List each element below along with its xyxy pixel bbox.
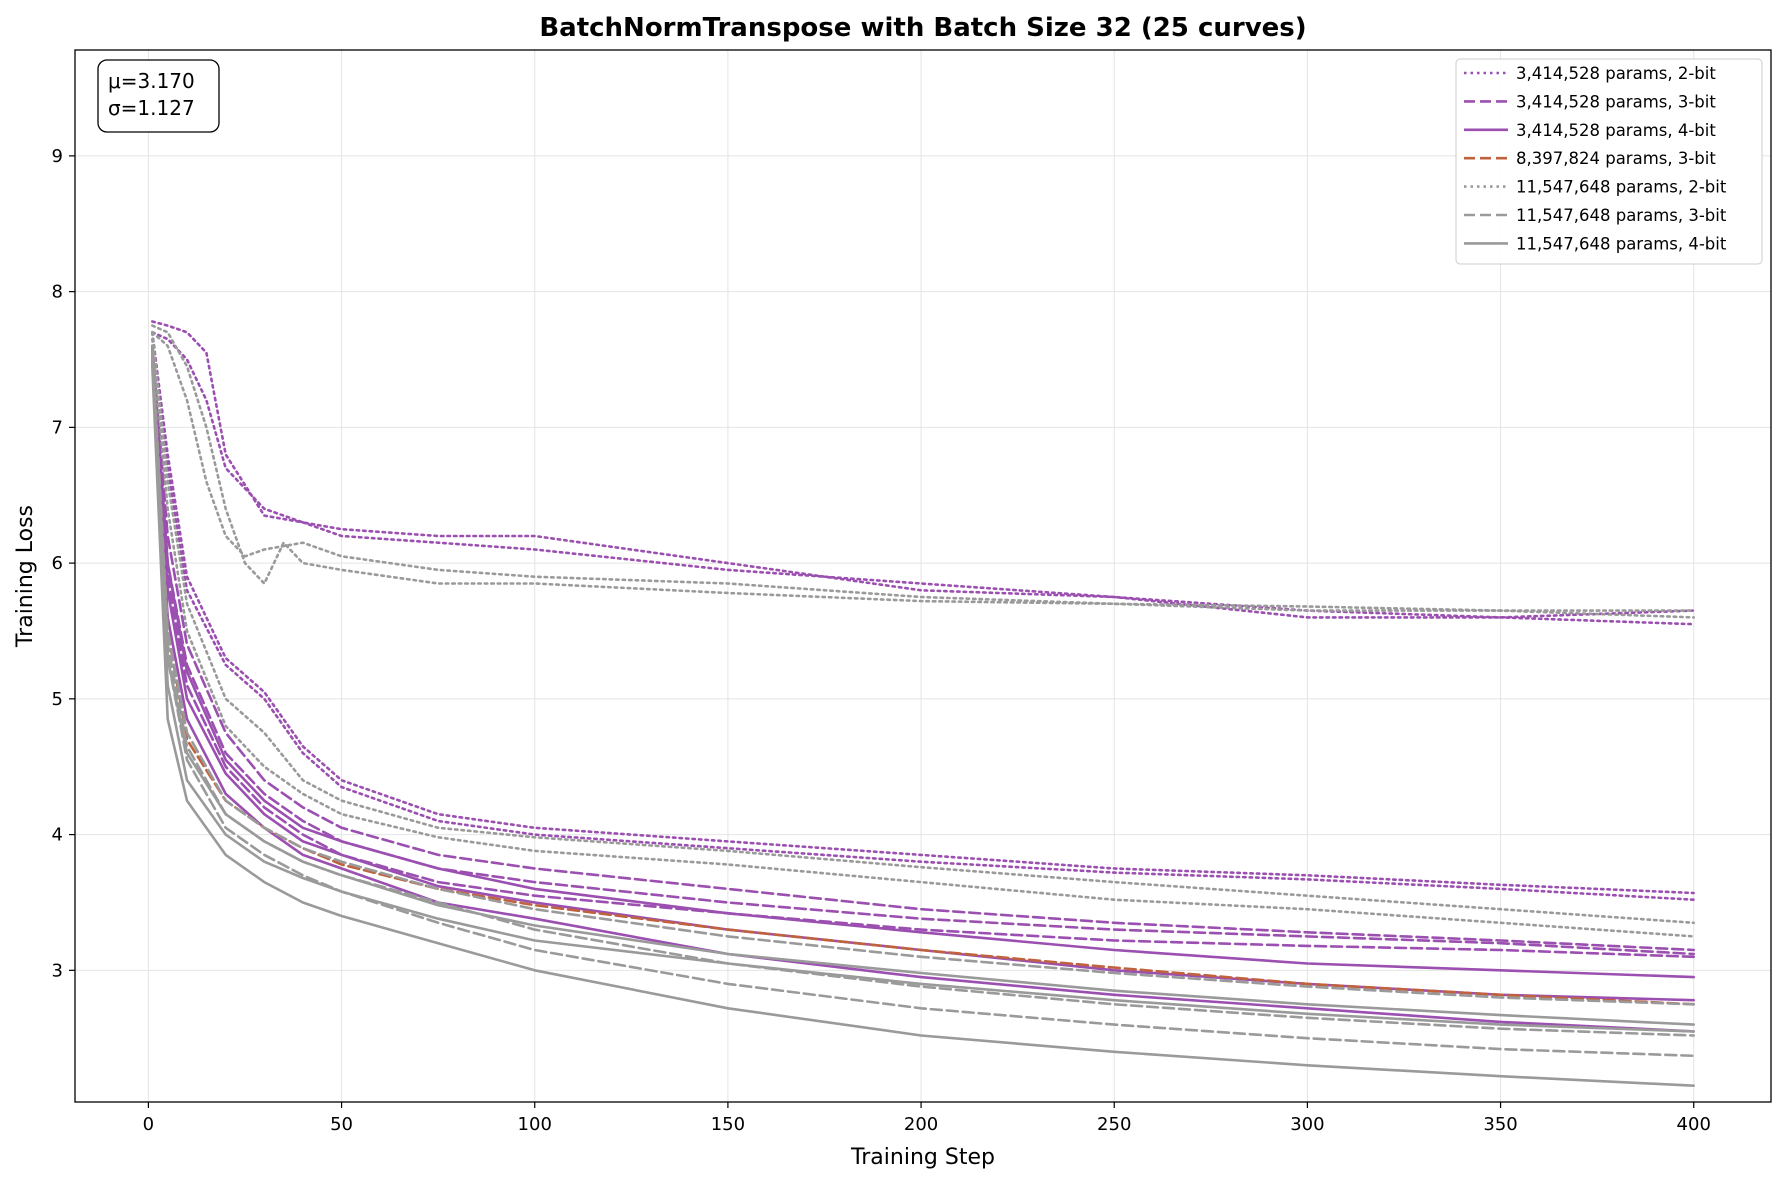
series-line-12 [151,324,1695,619]
x-tick-label: 200 [904,1114,938,1135]
series-line-1 [151,320,1695,626]
legend-label: 11,547,648 params, 2-bit [1516,178,1727,197]
x-tick-label: 150 [711,1114,745,1135]
legend-label: 11,547,648 params, 3-bit [1516,206,1727,225]
legend: 3,414,528 params, 2-bit 3,414,528 params,… [1455,58,1763,265]
x-tick-label: 100 [518,1114,552,1135]
series-line-17 [151,351,1695,1037]
legend-label: 3,414,528 params, 4-bit [1516,121,1716,140]
y-axis-label: Training Loss [13,505,38,648]
y-tick-label: 7 [52,417,63,438]
series-line-4 [151,330,1695,902]
series-line-7 [151,351,1695,959]
series-line-21 [151,364,1695,1087]
series-line-14 [151,330,1695,925]
x-tick-label: 300 [1290,1114,1324,1135]
x-tick-label: 0 [143,1114,154,1135]
x-tick-label: 400 [1677,1114,1711,1135]
series-line-19 [151,351,1695,1026]
series-line-15 [151,337,1695,938]
y-tick-label: 3 [52,960,63,981]
series-line-18 [151,358,1695,1058]
x-tick-label: 50 [330,1114,353,1135]
series-line-16 [151,344,1695,1006]
series-line-13 [151,330,1695,612]
axis-ticks: 0 50 100 150 200 250 300 350 400 3 4 5 6 7 8 9 [52,146,1711,1135]
legend-frame [1455,58,1763,265]
y-tick-label: 6 [52,553,63,574]
series-line-11 [151,344,1695,1006]
y-tick-label: 4 [52,825,63,846]
series-line-2 [151,330,1695,619]
plot-frame [74,49,1772,1103]
series-line-5 [151,344,1695,952]
series-line-3 [151,330,1695,895]
y-tick-label: 5 [52,689,63,710]
legend-label: 3,414,528 params, 3-bit [1516,92,1716,111]
y-tick-label: 9 [52,146,63,167]
series-lines [151,320,1695,1087]
series-line-20 [151,358,1695,1033]
stats-box-frame [97,59,220,133]
x-tick-label: 250 [1097,1114,1131,1135]
series-line-8 [151,344,1695,979]
stats-mean: μ=3.170 [108,69,195,93]
chart-title: BatchNormTranspose with Batch Size 32 (2… [539,13,1306,43]
legend-label: 11,547,648 params, 4-bit [1516,234,1727,253]
x-axis-label: Training Step [850,1145,995,1170]
legend-label: 8,397,824 params, 3-bit [1516,149,1716,168]
stats-box: μ=3.170 σ=1.127 [97,59,220,133]
y-tick-label: 8 [52,282,63,303]
stats-std: σ=1.127 [108,96,195,120]
legend-label: 3,414,528 params, 2-bit [1516,64,1716,83]
x-tick-label: 350 [1483,1114,1517,1135]
